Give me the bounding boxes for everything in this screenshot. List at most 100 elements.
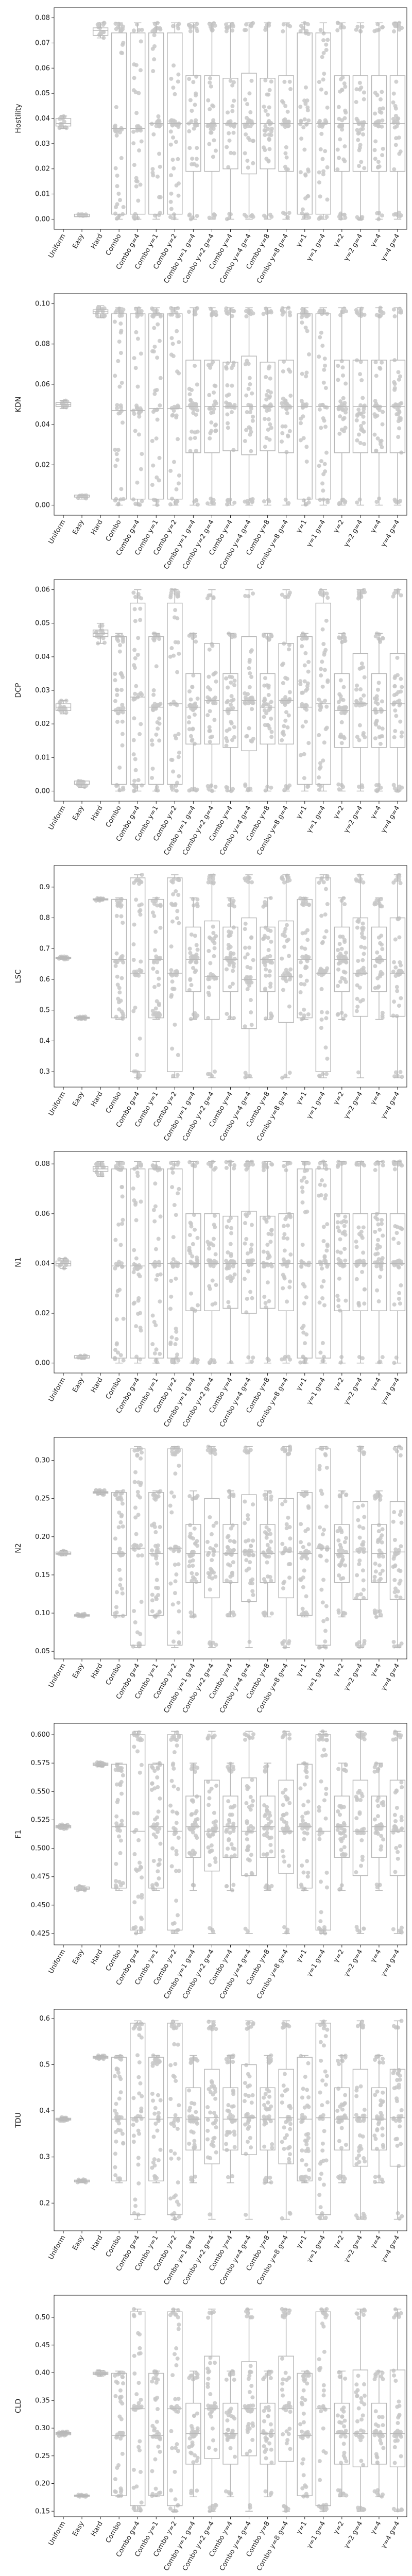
data-point xyxy=(205,596,210,601)
data-point xyxy=(298,974,303,978)
data-point xyxy=(117,1007,122,1012)
data-point xyxy=(354,877,358,882)
data-point xyxy=(375,959,380,963)
data-point xyxy=(338,734,342,739)
data-point xyxy=(244,214,249,219)
data-point xyxy=(324,1504,329,1509)
data-point xyxy=(113,959,117,964)
data-point xyxy=(266,159,271,164)
data-point xyxy=(213,1574,218,1579)
data-point xyxy=(207,874,212,879)
data-point xyxy=(380,1355,385,1360)
data-point xyxy=(287,1444,292,1449)
data-point xyxy=(301,1585,305,1589)
x-tick-label: Easy xyxy=(71,518,85,536)
data-point xyxy=(263,788,268,793)
data-point xyxy=(158,903,163,907)
data-point xyxy=(175,670,180,674)
data-point xyxy=(156,1236,161,1241)
data-point xyxy=(229,1231,234,1235)
data-point xyxy=(119,688,124,692)
y-tick-label: 0.00 xyxy=(35,501,50,509)
data-point xyxy=(269,785,273,790)
data-point xyxy=(360,127,365,131)
data-point xyxy=(117,788,122,792)
x-tick-label: Hard xyxy=(90,519,105,536)
box-combo-y-2-g-4 xyxy=(204,1160,220,1365)
data-point xyxy=(354,116,359,121)
data-point xyxy=(288,24,293,29)
data-point xyxy=(168,702,173,706)
x-tick-label: γ=4 xyxy=(369,1377,383,1393)
data-point xyxy=(171,892,176,896)
data-point xyxy=(397,969,401,973)
data-point xyxy=(191,965,196,970)
data-point xyxy=(361,733,366,737)
data-point xyxy=(117,1287,122,1292)
data-point xyxy=(283,151,288,156)
data-point xyxy=(281,211,285,215)
data-point xyxy=(115,720,119,724)
data-point xyxy=(230,104,235,108)
x-tick-label: γ=2 g=4 xyxy=(342,805,364,835)
data-point xyxy=(137,414,142,419)
data-point xyxy=(113,464,118,468)
data-point xyxy=(173,1452,178,1456)
data-point xyxy=(358,687,363,692)
data-point xyxy=(304,954,308,958)
data-point xyxy=(206,98,211,103)
data-point xyxy=(121,1161,126,1165)
box--1 xyxy=(297,1161,313,1365)
data-point xyxy=(399,963,403,968)
data-point xyxy=(212,946,217,951)
data-point xyxy=(354,100,358,105)
data-point xyxy=(207,1360,212,1365)
data-point xyxy=(225,700,229,705)
x-tick-label: Combo xyxy=(105,804,123,828)
data-point xyxy=(232,1272,237,1277)
data-point xyxy=(191,1536,195,1541)
x-tick-label: γ=4 xyxy=(369,519,383,535)
data-point xyxy=(376,160,381,164)
data-point xyxy=(355,438,359,443)
data-point xyxy=(337,635,341,640)
data-point xyxy=(324,929,329,934)
data-point xyxy=(195,146,199,150)
data-point xyxy=(208,76,213,80)
data-point xyxy=(320,1492,324,1496)
data-point xyxy=(300,702,304,706)
data-point xyxy=(399,213,403,218)
box-combo xyxy=(111,1160,127,1364)
data-point xyxy=(224,400,229,405)
data-point xyxy=(169,118,174,123)
data-point xyxy=(131,28,136,33)
data-point xyxy=(134,111,139,115)
box-combo-y-2 xyxy=(167,306,183,506)
data-point xyxy=(170,1171,175,1175)
data-point xyxy=(115,457,119,462)
data-point xyxy=(391,880,396,885)
data-point xyxy=(269,633,273,637)
data-point xyxy=(303,85,308,90)
data-point xyxy=(325,1222,330,1227)
data-point xyxy=(265,1165,269,1170)
iqr-box xyxy=(204,1213,220,1311)
data-point xyxy=(119,310,124,314)
data-point xyxy=(302,752,306,756)
y-tick-label: 0.20 xyxy=(35,1533,50,1541)
data-point xyxy=(224,736,229,740)
data-point xyxy=(288,967,293,972)
data-point xyxy=(232,1539,236,1544)
data-point xyxy=(263,78,268,82)
box-combo-y-4 xyxy=(222,631,238,793)
data-point xyxy=(188,951,193,955)
data-point xyxy=(286,367,291,372)
data-point xyxy=(355,1005,360,1009)
data-point xyxy=(397,426,402,431)
data-point xyxy=(243,97,248,102)
data-point xyxy=(302,1301,306,1306)
data-point xyxy=(339,1220,344,1225)
y-tick-label: 0.08 xyxy=(35,1160,50,1168)
data-point xyxy=(262,1493,267,1497)
